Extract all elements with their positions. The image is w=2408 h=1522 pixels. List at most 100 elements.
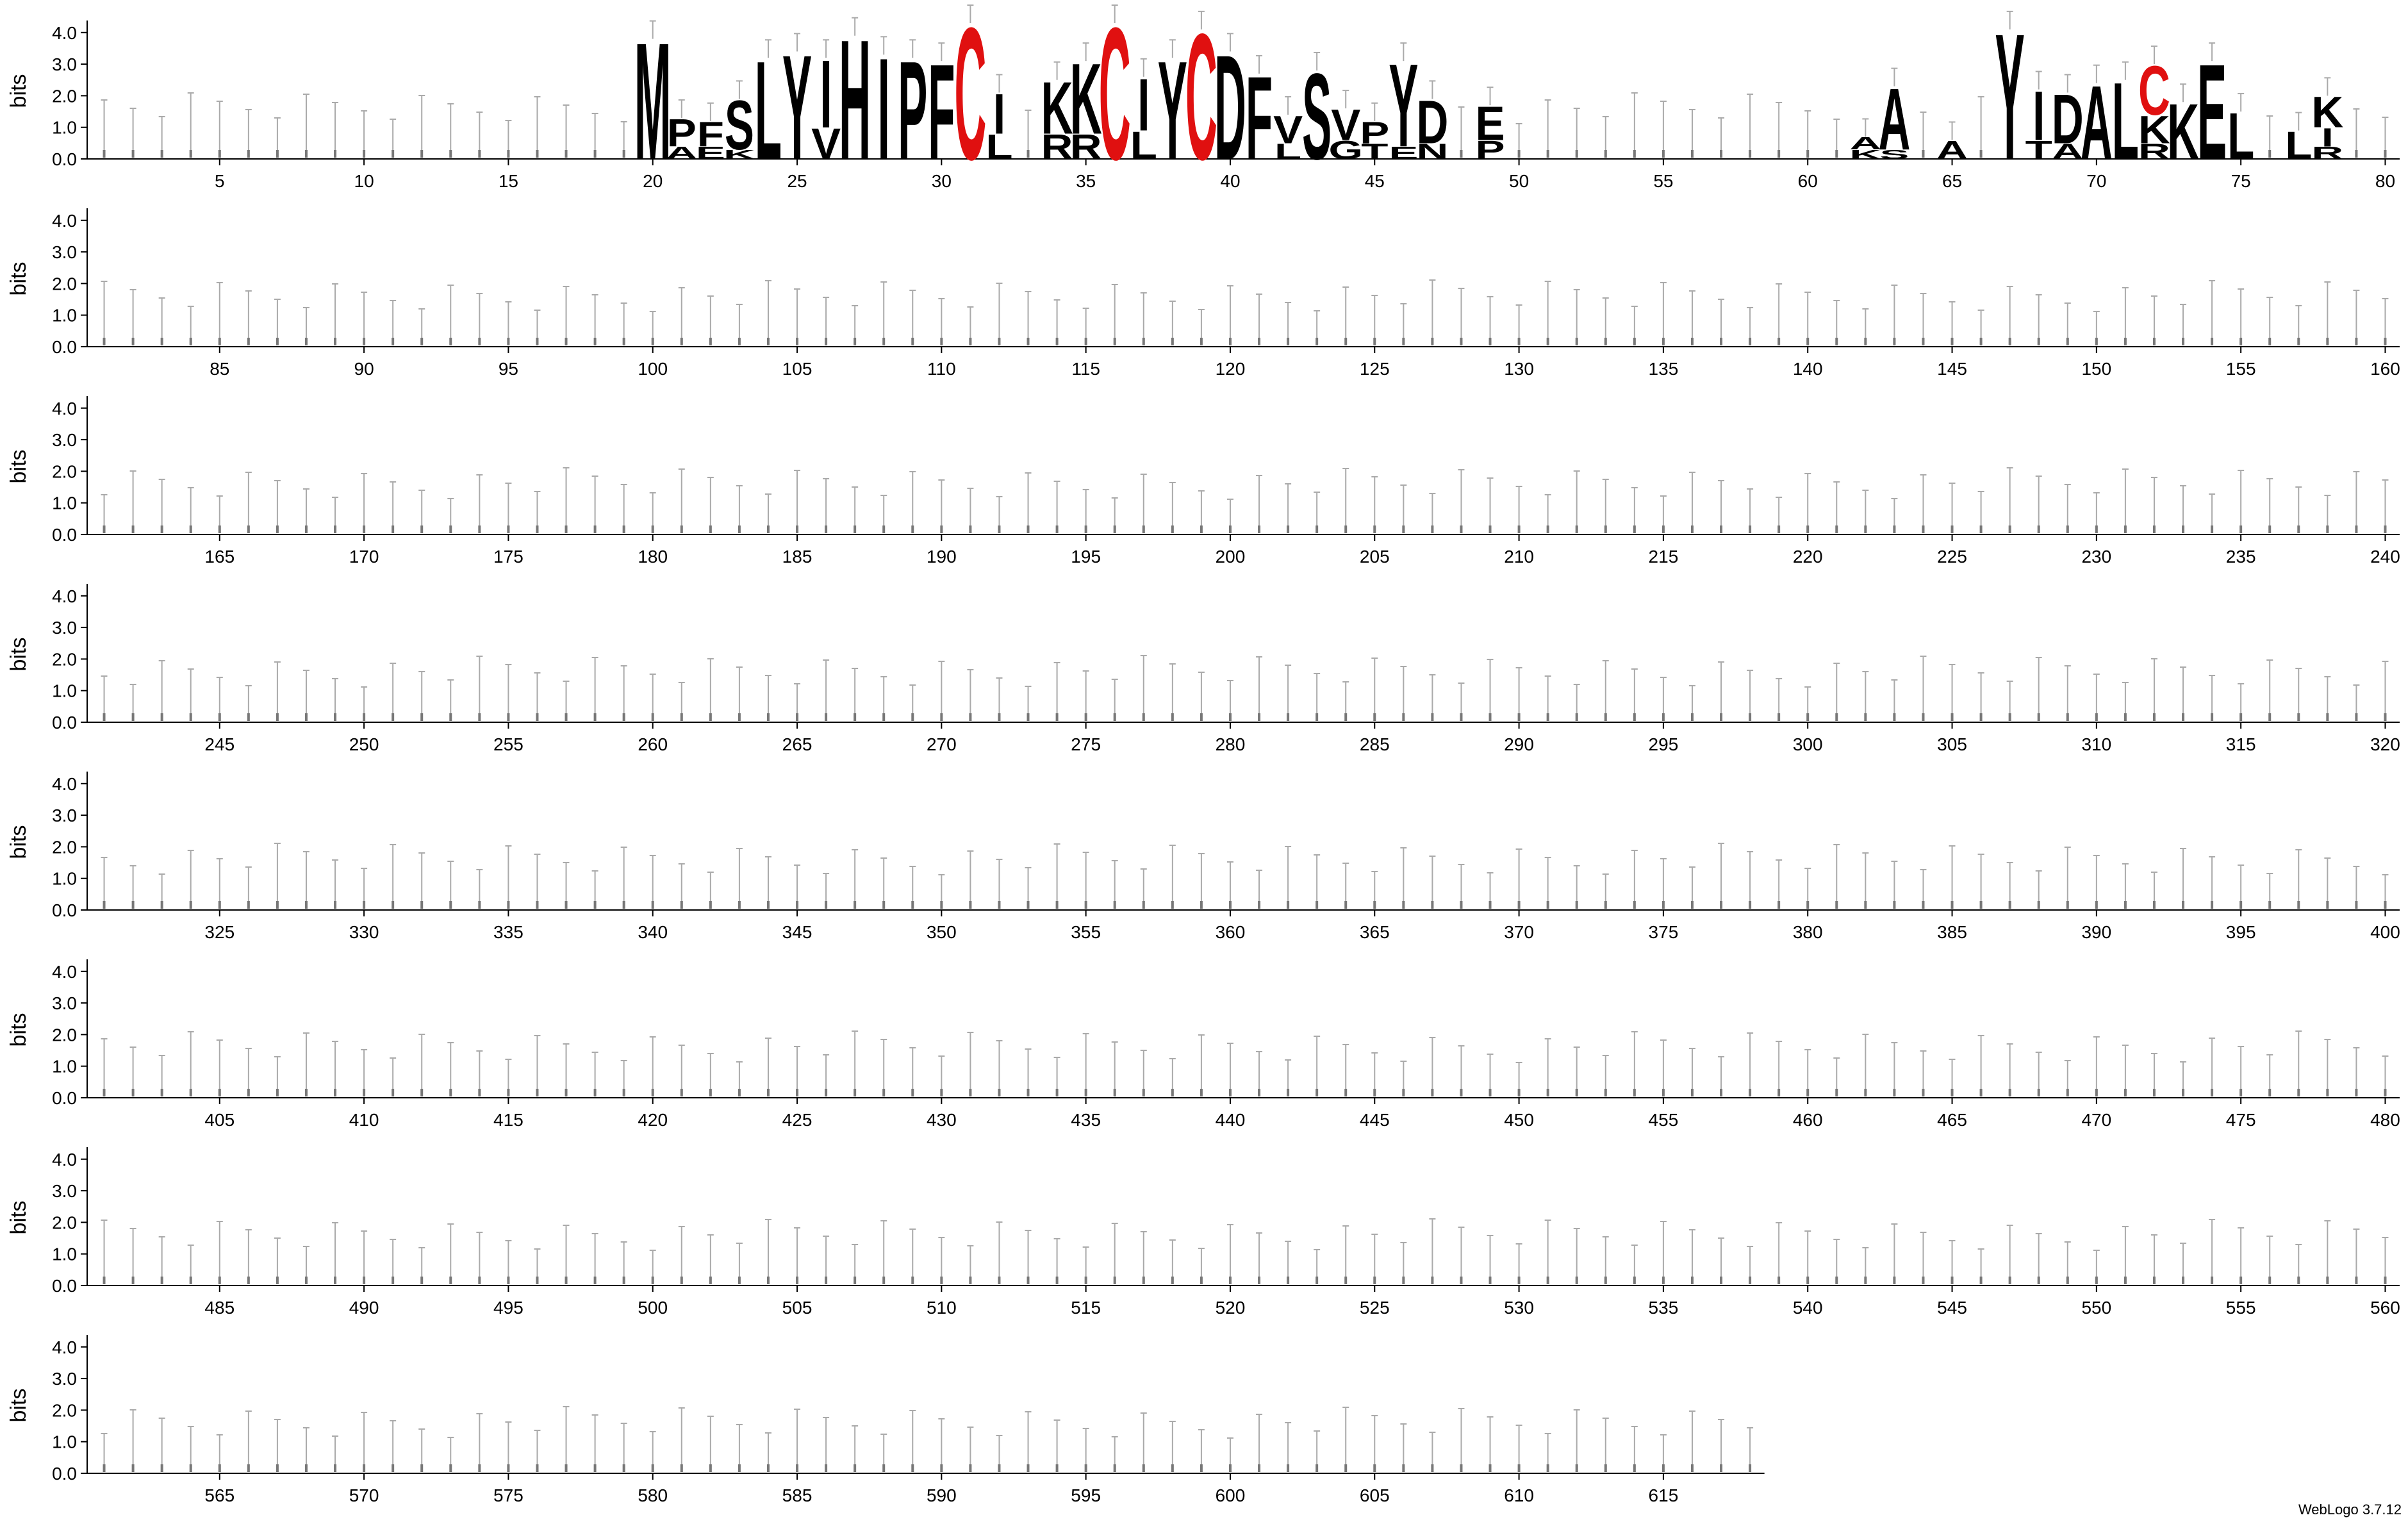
minor-letter-stack	[2095, 338, 2098, 345]
x-tick-label: 135	[1649, 359, 1679, 379]
minor-letter-stack	[131, 525, 135, 533]
y-tick-label: 3.0	[52, 993, 77, 1013]
minor-letter-stack	[507, 525, 510, 533]
minor-letter-stack	[825, 1277, 828, 1284]
minor-letter-stack	[911, 338, 914, 345]
minor-letter-stack	[1084, 338, 1087, 345]
y-tick-label: 3.0	[52, 1181, 77, 1201]
minor-letter-stack	[1546, 525, 1549, 533]
logo-letter: T	[2025, 136, 2053, 165]
minor-letter-stack	[392, 338, 395, 345]
minor-letter-stack	[1315, 525, 1319, 533]
minor-letter-stack	[854, 1464, 857, 1472]
minor-letter-stack	[825, 525, 828, 533]
minor-letter-stack	[1893, 525, 1896, 533]
minor-letter-stack	[911, 1089, 914, 1096]
minor-letter-stack	[1575, 1089, 1578, 1096]
logo-letter: E	[1389, 143, 1418, 163]
x-tick-label: 310	[2081, 734, 2111, 754]
minor-letter-stack	[392, 525, 395, 533]
minor-letter-stack	[276, 150, 279, 158]
minor-letter-stack	[218, 338, 221, 345]
y-tick-label: 1.0	[52, 681, 77, 701]
minor-letter-stack	[1864, 525, 1867, 533]
minor-letter-stack	[1749, 713, 1752, 721]
minor-letter-stack	[392, 901, 395, 909]
minor-letter-stack	[2066, 901, 2069, 909]
y-tick-label: 4.0	[52, 211, 77, 231]
x-tick-label: 565	[204, 1485, 235, 1505]
minor-letter-stack	[1431, 901, 1434, 909]
x-tick-label: 350	[927, 922, 957, 942]
minor-letter-stack	[1200, 338, 1203, 345]
minor-letter-stack	[334, 525, 337, 533]
minor-letter-stack	[304, 525, 308, 533]
minor-letter-stack	[1431, 1464, 1434, 1472]
minor-letter-stack	[536, 901, 539, 909]
logo-letter: T	[1361, 139, 1388, 163]
minor-letter-stack	[276, 901, 279, 909]
minor-letter-stack	[2297, 1089, 2300, 1096]
minor-letter-stack	[2211, 901, 2214, 909]
y-axis-label: bits	[6, 450, 31, 484]
minor-letter-stack	[449, 1089, 452, 1096]
x-tick-label: 280	[1216, 734, 1246, 754]
logo-letter: H	[839, 4, 871, 195]
minor-letter-stack	[1258, 338, 1261, 345]
minor-letter-stack	[1604, 1089, 1607, 1096]
minor-letter-stack	[680, 338, 683, 345]
minor-letter-stack	[651, 901, 654, 909]
minor-letter-stack	[1749, 338, 1752, 345]
x-tick-label: 355	[1071, 922, 1101, 942]
y-tick-label: 2.0	[52, 86, 77, 106]
logo-letter: A	[2081, 63, 2113, 181]
minor-letter-stack	[304, 1464, 308, 1472]
minor-letter-stack	[1922, 1089, 1925, 1096]
minor-letter-stack	[1922, 901, 1925, 909]
x-tick-label: 345	[782, 922, 812, 942]
minor-letter-stack	[1402, 1464, 1405, 1472]
minor-letter-stack	[738, 1464, 741, 1472]
logo-letter: S	[725, 87, 754, 165]
minor-letter-stack	[854, 525, 857, 533]
minor-letter-stack	[2152, 1089, 2156, 1096]
logo-letter: K	[2138, 108, 2170, 152]
minor-letter-stack	[1084, 713, 1087, 721]
minor-letter-stack	[680, 901, 683, 909]
x-tick-label: 105	[782, 359, 812, 379]
minor-letter-stack	[1489, 525, 1492, 533]
minor-letter-stack	[1720, 525, 1723, 533]
minor-letter-stack	[593, 525, 597, 533]
minor-letter-stack	[2008, 901, 2011, 909]
logo-letter: N	[1416, 139, 1448, 163]
minor-letter-stack	[189, 150, 192, 158]
minor-letter-stack	[247, 1277, 250, 1284]
minor-letter-stack	[1546, 1277, 1549, 1284]
x-tick-label: 515	[1071, 1298, 1101, 1318]
y-tick-label: 1.0	[52, 1057, 77, 1077]
minor-letter-stack	[449, 1464, 452, 1472]
minor-letter-stack	[2384, 1277, 2387, 1284]
minor-letter-stack	[2239, 1089, 2243, 1096]
x-tick-label: 300	[1793, 734, 1823, 754]
y-axis-label: bits	[6, 638, 31, 672]
logo-letter: G	[1328, 136, 1363, 165]
minor-letter-stack	[420, 1089, 424, 1096]
minor-letter-stack	[1431, 525, 1434, 533]
minor-letter-stack	[1373, 525, 1376, 533]
x-tick-label: 20	[643, 171, 663, 191]
minor-letter-stack	[1950, 713, 1954, 721]
y-tick-label: 2.0	[52, 837, 77, 857]
minor-letter-stack	[911, 525, 914, 533]
minor-letter-stack	[1604, 150, 1607, 158]
minor-letter-stack	[2326, 901, 2329, 909]
minor-letter-stack	[1575, 713, 1578, 721]
x-tick-label: 120	[1216, 359, 1246, 379]
minor-letter-stack	[651, 713, 654, 721]
minor-letter-stack	[103, 150, 106, 158]
x-tick-label: 25	[787, 171, 807, 191]
x-tick-label: 505	[782, 1298, 812, 1318]
logo-letter: A	[1878, 70, 1910, 168]
minor-letter-stack	[2152, 1277, 2156, 1284]
minor-letter-stack	[651, 1089, 654, 1096]
